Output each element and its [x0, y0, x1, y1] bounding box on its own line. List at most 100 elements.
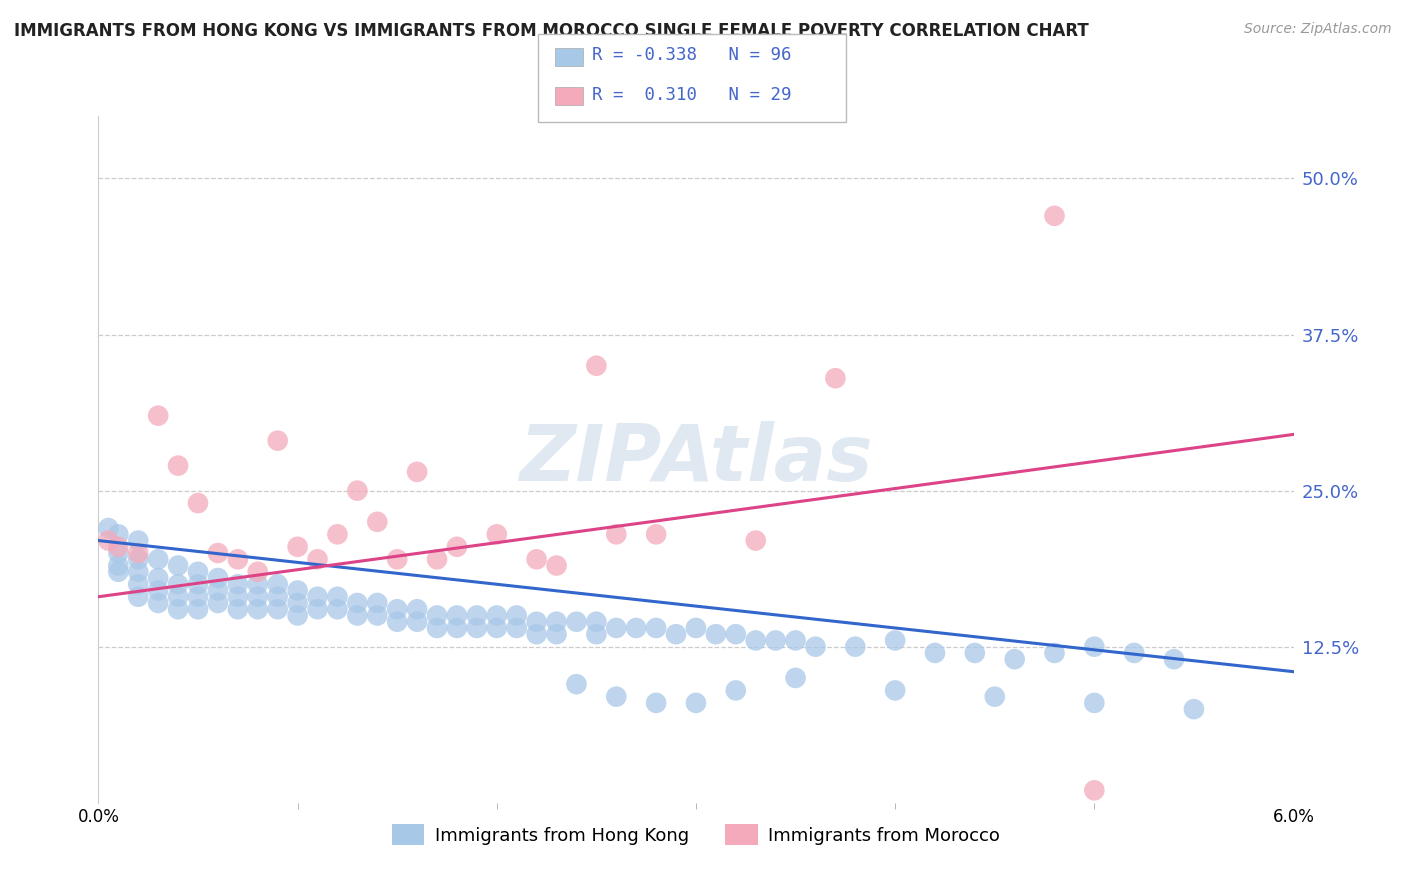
Point: [526, 552, 548, 566]
Point: [724, 627, 747, 641]
Point: [366, 608, 388, 623]
Point: [287, 608, 309, 623]
Point: [724, 683, 747, 698]
Point: [665, 627, 688, 641]
Point: [446, 608, 468, 623]
Point: [585, 627, 607, 641]
Point: [246, 590, 269, 604]
Point: [745, 633, 768, 648]
Point: [127, 565, 149, 579]
Point: [626, 621, 648, 635]
Point: [127, 577, 149, 591]
Point: [785, 633, 807, 648]
Point: [127, 590, 149, 604]
Point: [148, 571, 170, 585]
Point: [226, 552, 249, 566]
Point: [844, 640, 866, 654]
Point: [346, 483, 368, 498]
Point: [465, 608, 488, 623]
Point: [804, 640, 827, 654]
Point: [127, 546, 149, 560]
Point: [187, 590, 209, 604]
Point: [107, 527, 129, 541]
Point: [287, 596, 309, 610]
Point: [426, 608, 449, 623]
Point: [107, 540, 129, 554]
Point: [385, 552, 409, 566]
Text: Source: ZipAtlas.com: Source: ZipAtlas.com: [1244, 22, 1392, 37]
Point: [546, 615, 568, 629]
Point: [167, 602, 190, 616]
Point: [187, 496, 209, 510]
Point: [645, 527, 668, 541]
Point: [148, 552, 170, 566]
Point: [97, 533, 120, 548]
Point: [485, 527, 508, 541]
Point: [307, 552, 329, 566]
Point: [267, 577, 290, 591]
Point: [187, 602, 209, 616]
Point: [506, 608, 529, 623]
Text: R = -0.338   N = 96: R = -0.338 N = 96: [592, 46, 792, 64]
Point: [246, 577, 269, 591]
Point: [187, 577, 209, 591]
Point: [207, 583, 229, 598]
Point: [426, 621, 449, 635]
Point: [226, 577, 249, 591]
Point: [127, 533, 149, 548]
Point: [704, 627, 727, 641]
Point: [765, 633, 787, 648]
Point: [226, 590, 249, 604]
Point: [167, 590, 190, 604]
Point: [446, 621, 468, 635]
Text: R =  0.310   N = 29: R = 0.310 N = 29: [592, 86, 792, 103]
Point: [585, 359, 607, 373]
Point: [366, 596, 388, 610]
Point: [187, 565, 209, 579]
Point: [307, 602, 329, 616]
Point: [605, 527, 627, 541]
Point: [167, 558, 190, 573]
Point: [107, 546, 129, 560]
Point: [884, 633, 907, 648]
Point: [366, 515, 388, 529]
Point: [207, 571, 229, 585]
Point: [1163, 652, 1185, 666]
Point: [605, 690, 627, 704]
Point: [565, 615, 588, 629]
Point: [326, 590, 349, 604]
Point: [267, 434, 290, 448]
Point: [1083, 783, 1105, 797]
Point: [1043, 646, 1066, 660]
Point: [963, 646, 986, 660]
Point: [745, 533, 768, 548]
Point: [485, 608, 508, 623]
Text: IMMIGRANTS FROM HONG KONG VS IMMIGRANTS FROM MOROCCO SINGLE FEMALE POVERTY CORRE: IMMIGRANTS FROM HONG KONG VS IMMIGRANTS …: [14, 22, 1088, 40]
Point: [465, 621, 488, 635]
Point: [148, 409, 170, 423]
Point: [685, 696, 707, 710]
Point: [565, 677, 588, 691]
Point: [207, 546, 229, 560]
Point: [1004, 652, 1026, 666]
Point: [446, 540, 468, 554]
Point: [685, 621, 707, 635]
Point: [546, 627, 568, 641]
Point: [267, 590, 290, 604]
Point: [226, 602, 249, 616]
Point: [385, 602, 409, 616]
Point: [346, 608, 368, 623]
Point: [1043, 209, 1066, 223]
Point: [585, 615, 607, 629]
Point: [785, 671, 807, 685]
Point: [287, 540, 309, 554]
Point: [526, 615, 548, 629]
Point: [426, 552, 449, 566]
Point: [385, 615, 409, 629]
Point: [406, 615, 429, 629]
Point: [148, 596, 170, 610]
Point: [406, 602, 429, 616]
Point: [984, 690, 1007, 704]
Point: [207, 596, 229, 610]
Point: [148, 583, 170, 598]
